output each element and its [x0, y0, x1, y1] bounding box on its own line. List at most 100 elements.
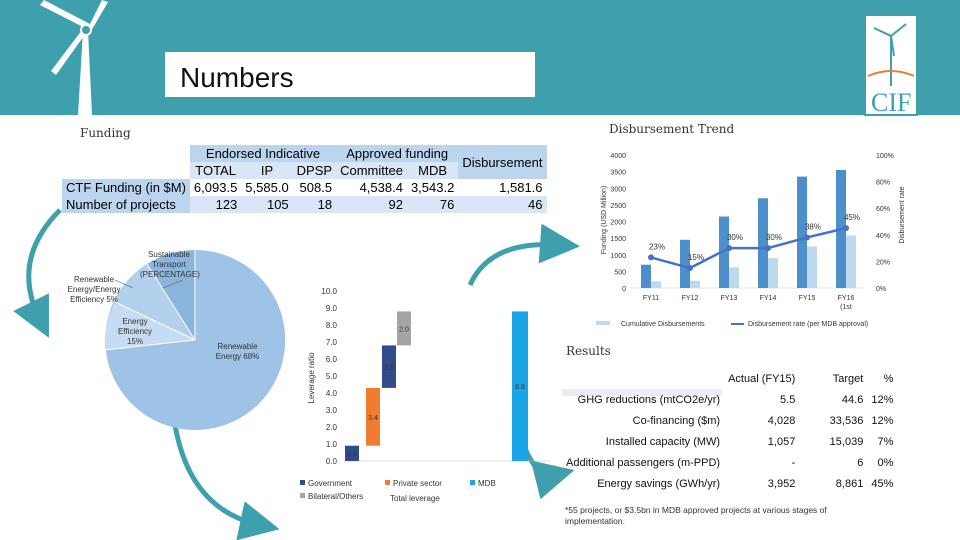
legend-swatch: [300, 493, 305, 498]
pie-chart: [104, 250, 285, 430]
col-header: Committee: [336, 162, 407, 179]
data-label: 2.5: [384, 365, 394, 372]
row-label: Number of projects: [62, 196, 190, 213]
rate-point: [765, 245, 771, 252]
legend-item: Bilateral/Others: [308, 492, 363, 501]
legend-item: Government: [308, 479, 353, 488]
bar-approvals: [758, 198, 768, 288]
col-header: Actual (FY15): [728, 372, 796, 385]
y-tick-label: 10.0: [321, 287, 337, 296]
row-label: GHG reductions (mtCO2e/yr): [577, 393, 721, 406]
wind-turbine-icon: [40, 0, 108, 115]
y2-tick-label: 0%: [876, 286, 886, 293]
cif-logo-icon: CIF: [867, 23, 915, 117]
y-tick-label: 1000: [610, 253, 626, 260]
bar-disbursements: [729, 267, 739, 288]
table-cell: -: [791, 456, 796, 469]
x-tick-label: FY13: [721, 295, 738, 302]
table-cell: 76: [406, 196, 459, 213]
table-cell: 33,536: [829, 414, 864, 427]
y-tick-label: 0: [622, 286, 626, 293]
rate-label: 23%: [649, 242, 665, 251]
table-cell: 4,538.4: [359, 180, 403, 195]
funding-table: Endorsed Indicative Approved funding Dis…: [62, 145, 547, 213]
table-cell: 0%: [877, 456, 894, 469]
data-label: 0.9: [347, 451, 357, 458]
legend-item: Disbursement rate (per MDB approval): [748, 321, 868, 328]
results-title: Results: [566, 344, 611, 358]
y-tick-label: 6.0: [326, 355, 338, 364]
group-header-endorsed: Endorsed Indicative: [189, 145, 337, 162]
table-cell: 44.6: [841, 393, 864, 406]
x-tick-label: FY11: [643, 295, 659, 302]
x-tick-label: FY15: [799, 295, 816, 302]
legend-item: Cumulative Disbursements: [621, 321, 705, 328]
disbursement-chart: 0 500 1000 1500 2000 2500 3000 3500 4000 0% 20% 40%…: [596, 153, 906, 328]
table-row: Co-financing ($m) 4,028 33,536 12%: [562, 410, 897, 431]
cif-logo: CIF: [864, 14, 918, 117]
rate-point: [687, 265, 693, 272]
table-cell: 123: [189, 196, 242, 213]
x-tick-label: FY16: [838, 295, 855, 302]
page-title: Numbers: [180, 62, 294, 93]
table-cell: 5,585.0: [245, 180, 289, 195]
data-label: 3.4: [368, 415, 378, 422]
legend-swatch: [385, 480, 390, 485]
y2-tick-label: 20%: [876, 259, 890, 266]
row-label: CTF Funding (in $M): [62, 179, 190, 196]
table-cell: 3,543.2: [410, 180, 455, 195]
group-header-disbursement: Disbursement: [458, 145, 547, 179]
data-label: 8.8: [515, 384, 525, 391]
y-tick-label: 0.0: [326, 457, 338, 466]
pie-slice-ee: [104, 302, 195, 350]
y-tick-label: 1.0: [326, 440, 338, 449]
table-row: Installed capacity (MW) 1,057 15,039 7%: [562, 431, 897, 452]
x-tick-label: FY14: [760, 295, 777, 302]
table-cell: 4,028: [767, 414, 796, 427]
rate-line: [650, 226, 847, 270]
y-tick-label: 3.0: [326, 406, 338, 415]
disbursement-title: Disbursement Trend: [609, 122, 735, 136]
table-cell: 12%: [871, 414, 894, 427]
legend-item: MDB: [478, 479, 496, 488]
table-cell: 46: [458, 196, 547, 213]
x-tick-label: FY12: [682, 295, 699, 302]
results-table: Actual (FY15) Target % GHG reductions (m…: [562, 368, 897, 494]
table-cell: 12%: [871, 393, 894, 406]
bar-bilateral-others: [397, 311, 411, 346]
group-header-approved: Approved funding: [336, 145, 459, 162]
col-header: %: [883, 372, 894, 385]
legend-swatch: [300, 480, 305, 485]
col-header: DPSP: [292, 162, 337, 179]
data-label: 2.0: [399, 326, 409, 333]
row-label: Co-financing ($m): [632, 414, 721, 427]
rate-label: 15%: [688, 253, 704, 262]
rate-label: 30%: [727, 233, 743, 242]
col-header: Target: [832, 372, 864, 385]
bar-disbursements: [651, 281, 661, 288]
y-tick-label: 1500: [610, 236, 626, 243]
y-tick-label: 3000: [610, 186, 626, 193]
table-cell: 15,039: [829, 435, 864, 448]
row-label: Installed capacity (MW): [605, 435, 721, 448]
y-tick-label: 4.0: [326, 389, 338, 398]
table-cell: 7%: [877, 435, 894, 448]
y2-axis-label: Disbursement rate: [899, 186, 906, 243]
y-tick-label: 9.0: [326, 304, 338, 313]
y-tick-label: 500: [614, 269, 626, 276]
bar-approvals: [680, 239, 690, 288]
bar-disbursements: [690, 280, 700, 288]
table-row: CTF Funding (in $M) 6,093.5 5,585.0 508.…: [62, 179, 547, 196]
svg-text:CIF: CIF: [871, 88, 911, 114]
legend-item: Private sector: [393, 479, 442, 488]
row-label: Additional passengers (m-PPD): [566, 456, 721, 469]
table-cell: 18: [292, 196, 337, 213]
y-axis-label: Funding (USD Million): [601, 186, 608, 254]
table-cell: 1,581.6: [499, 180, 543, 195]
row-label: Energy savings (GWh/yr): [597, 477, 721, 490]
bar-disbursements: [768, 258, 778, 288]
table-row: Energy savings (GWh/yr) 3,952 8,861 45%: [562, 473, 897, 494]
y-tick-label: 8.0: [326, 321, 338, 330]
y-tick-label: 2000: [610, 220, 626, 227]
y-tick-label: 5.0: [326, 372, 338, 381]
